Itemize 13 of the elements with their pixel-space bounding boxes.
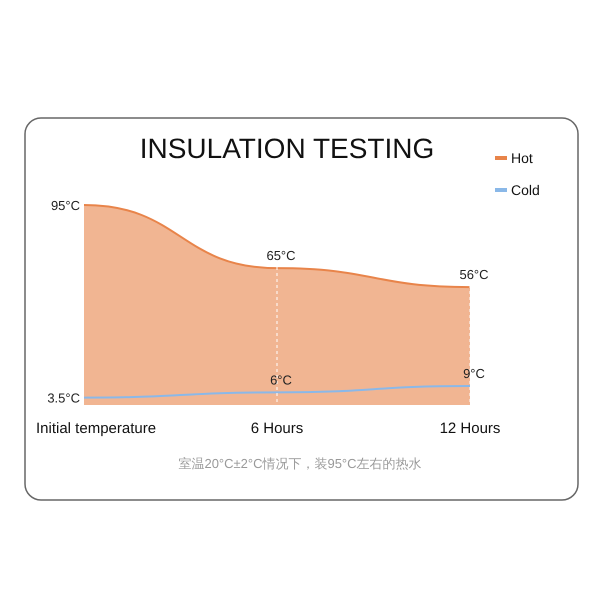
x-tick-label: Initial temperature	[36, 420, 156, 437]
legend-label: Cold	[511, 182, 540, 198]
data-label: 9°C	[463, 366, 485, 382]
data-label: 3.5°C	[47, 390, 80, 406]
legend-label: Hot	[511, 150, 533, 166]
data-label: 65°C	[266, 248, 296, 264]
chart-title: INSULATION TESTING	[140, 133, 434, 164]
data-label: 6°C	[270, 372, 292, 388]
text: 室温20°C±2°C情况下，装95°C左右的热水	[178, 456, 422, 471]
x-tick-label: 12 Hours	[440, 420, 500, 437]
data-label: 95°C	[50, 198, 80, 213]
x-tick-label: 6 Hours	[250, 420, 304, 437]
data-label: 56°C	[459, 267, 489, 282]
